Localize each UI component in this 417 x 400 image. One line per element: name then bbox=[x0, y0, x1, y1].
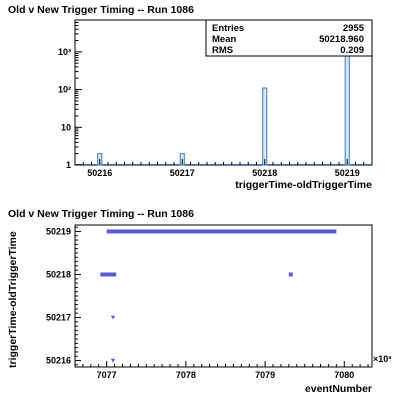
stats-mean-value: 50218.960 bbox=[319, 34, 364, 45]
histogram-title: Old v New Trigger Timing -- Run 1086 bbox=[8, 4, 194, 16]
scatter-segment-2 bbox=[288, 272, 293, 277]
stats-box: Entries 2955 Mean 50218.960 RMS 0.209 bbox=[205, 19, 373, 57]
scatter-x-multiplier: ×10³ bbox=[373, 354, 391, 364]
scatter-chart: Old v New Trigger Timing -- Run 1086 707… bbox=[7, 208, 391, 395]
scatter-title: Old v New Trigger Timing -- Run 1086 bbox=[8, 208, 194, 220]
scatter-point-0 bbox=[110, 315, 116, 320]
stats-entries-value: 2955 bbox=[343, 23, 365, 34]
scatter-x-tick-label-1: 7078 bbox=[176, 370, 196, 380]
scatter-axes: 7077 7078 7079 7080 50216 50217 50218 50219 bbox=[46, 226, 369, 380]
scatter-x-tick-label-3: 7080 bbox=[334, 370, 354, 380]
histogram-x-tick-label-2: 50218 bbox=[252, 168, 277, 178]
scatter-point-1 bbox=[110, 358, 116, 363]
histogram-x-tick-label-1: 50217 bbox=[170, 168, 195, 178]
histogram-x-tick-label-0: 50216 bbox=[87, 168, 112, 178]
scatter-segment-1 bbox=[100, 272, 117, 277]
scatter-frame bbox=[74, 224, 373, 368]
stats-entries-label: Entries bbox=[212, 23, 244, 34]
histogram-x-axis-label: triggerTime-oldTriggerTime bbox=[235, 179, 372, 191]
scatter-x-tick-label-2: 7079 bbox=[255, 370, 275, 380]
stats-rms-value: 0.209 bbox=[340, 45, 364, 56]
scatter-marks bbox=[100, 229, 337, 363]
scatter-y-tick-label-0: 50216 bbox=[46, 356, 71, 366]
scatter-x-tick-label-0: 7077 bbox=[97, 370, 117, 380]
histogram-chart: Old v New Trigger Timing -- Run 1086 502… bbox=[8, 4, 373, 191]
stats-box-frame bbox=[205, 19, 373, 57]
scatter-y-tick-label-3: 50219 bbox=[46, 226, 71, 236]
stats-mean-label: Mean bbox=[212, 34, 236, 45]
histogram-y-tick-label-0: 1 bbox=[66, 160, 71, 170]
scatter-segment-0 bbox=[106, 229, 337, 234]
scatter-y-axis-label: triggerTime-oldTriggerTime bbox=[7, 231, 19, 368]
scatter-y-tick-label-1: 50217 bbox=[46, 313, 71, 323]
scatter-x-axis-label: eventNumber bbox=[305, 383, 372, 395]
histogram-axes: 50216 50217 50218 50219 1 10 10² 10³ bbox=[58, 19, 373, 178]
histogram-y-tick-label-1: 10 bbox=[61, 122, 71, 132]
histogram-bar-2 bbox=[262, 87, 268, 166]
histogram-y-tick-label-2: 10² bbox=[58, 85, 71, 95]
histogram-y-tick-label-3: 10³ bbox=[58, 47, 71, 57]
stats-rms-label: RMS bbox=[212, 45, 233, 56]
histogram-x-tick-label-3: 50219 bbox=[335, 168, 360, 178]
scatter-y-tick-label-2: 50218 bbox=[46, 269, 71, 279]
